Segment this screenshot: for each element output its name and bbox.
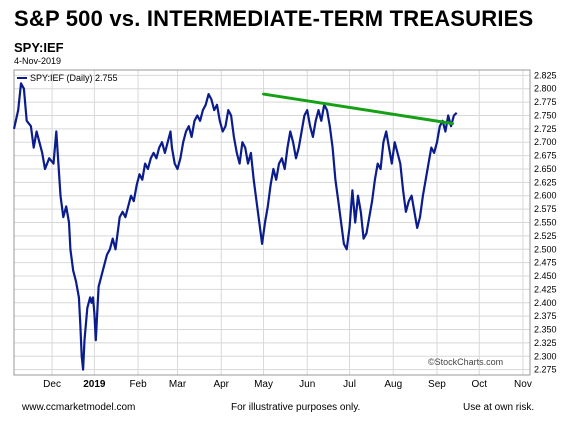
y-tick-label: 2.625 (534, 177, 557, 187)
y-tick-label: 2.750 (534, 110, 557, 120)
series-line (12, 82, 458, 371)
x-tick-label: Jun (299, 379, 315, 390)
x-tick-label: Sep (428, 379, 446, 390)
x-tick-label: Aug (384, 379, 402, 390)
ticker-label: SPY:IEF (14, 40, 64, 55)
footer-note: For illustrative purposes only. (231, 402, 361, 413)
footer-website[interactable]: www.ccmarketmodel.com (22, 402, 136, 413)
y-tick-label: 2.800 (534, 84, 557, 94)
legend-label: SPY:IEF (Daily) 2.755 (30, 73, 118, 83)
plot-frame (13, 69, 531, 376)
y-tick-label: 2.600 (534, 191, 557, 201)
y-tick-label: 2.775 (534, 97, 557, 107)
y-tick-label: 2.825 (534, 70, 557, 80)
y-tick-label: 2.325 (534, 338, 557, 348)
y-tick-label: 2.525 (534, 231, 557, 241)
x-tick-label: Mar (169, 379, 187, 390)
y-tick-label: 2.575 (534, 204, 557, 214)
chart-title: S&P 500 vs. INTERMEDIATE-TERM TREASURIES (14, 6, 534, 31)
trend-line (262, 92, 454, 126)
y-tick-label: 2.350 (534, 325, 557, 335)
y-tick-label: 2.450 (534, 271, 557, 281)
y-tick-label: 2.375 (534, 311, 557, 321)
legend: SPY:IEF (Daily) 2.755 (17, 73, 118, 83)
y-axis: 2.825 2.800 2.775 2.750 2.725 2.700 2.675 2.650… (534, 70, 557, 374)
grid-layer (14, 70, 530, 375)
y-tick-label: 2.725 (534, 124, 557, 134)
y-tick-label: 2.700 (534, 137, 557, 147)
y-tick-label: 2.650 (534, 164, 557, 174)
y-tick-label: 2.475 (534, 258, 557, 268)
x-axis: Dec 2019 Feb Mar Apr May Jun Jul Aug Sep Oct Nov (43, 379, 532, 390)
x-tick-label: Oct (471, 379, 487, 390)
x-tick-label: Dec (43, 379, 61, 390)
date-label: 4-Nov-2019 (14, 56, 62, 66)
y-tick-label: 2.550 (534, 218, 557, 228)
y-tick-label: 2.275 (534, 365, 557, 375)
y-tick-label: 2.300 (534, 351, 557, 361)
x-tick-label: 2019 (83, 379, 106, 390)
x-tick-label: Jul (343, 379, 356, 390)
watermark: ©StockCharts.com (428, 357, 503, 367)
x-tick-label: May (254, 379, 273, 390)
x-tick-label: Apr (213, 379, 229, 390)
y-tick-label: 2.500 (534, 244, 557, 254)
y-tick-label: 2.400 (534, 298, 557, 308)
y-tick-label: 2.675 (534, 151, 557, 161)
footer-disclaimer: Use at own risk. (463, 402, 535, 413)
x-tick-label: Nov (514, 379, 532, 390)
y-tick-label: 2.425 (534, 284, 557, 294)
x-tick-label: Feb (129, 379, 147, 390)
